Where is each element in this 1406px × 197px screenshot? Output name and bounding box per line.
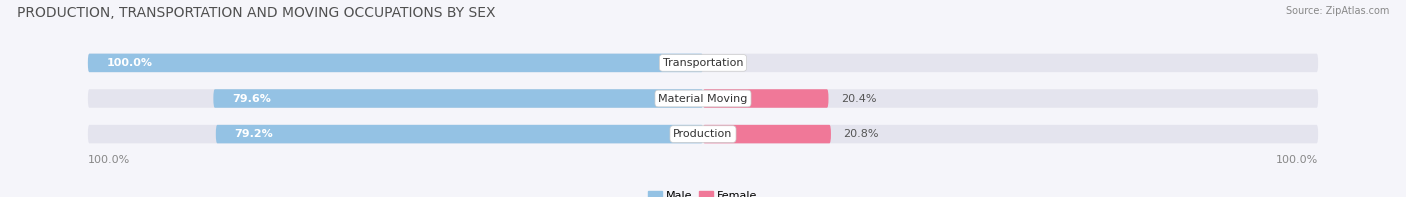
Text: 100.0%: 100.0% bbox=[1275, 155, 1319, 165]
Legend: Male, Female: Male, Female bbox=[644, 186, 762, 197]
Text: 20.8%: 20.8% bbox=[844, 129, 879, 139]
FancyBboxPatch shape bbox=[87, 54, 703, 72]
Text: Material Moving: Material Moving bbox=[658, 94, 748, 103]
Text: 0.0%: 0.0% bbox=[716, 58, 744, 68]
FancyBboxPatch shape bbox=[217, 125, 703, 143]
Text: Transportation: Transportation bbox=[662, 58, 744, 68]
Text: Source: ZipAtlas.com: Source: ZipAtlas.com bbox=[1285, 6, 1389, 16]
FancyBboxPatch shape bbox=[214, 89, 703, 108]
Text: PRODUCTION, TRANSPORTATION AND MOVING OCCUPATIONS BY SEX: PRODUCTION, TRANSPORTATION AND MOVING OC… bbox=[17, 6, 495, 20]
Text: 79.2%: 79.2% bbox=[235, 129, 273, 139]
Text: 20.4%: 20.4% bbox=[841, 94, 876, 103]
FancyBboxPatch shape bbox=[703, 125, 831, 143]
FancyBboxPatch shape bbox=[87, 54, 1319, 72]
Text: 100.0%: 100.0% bbox=[87, 155, 131, 165]
FancyBboxPatch shape bbox=[87, 125, 1319, 143]
Text: Production: Production bbox=[673, 129, 733, 139]
Text: 79.6%: 79.6% bbox=[232, 94, 271, 103]
Text: 100.0%: 100.0% bbox=[107, 58, 152, 68]
FancyBboxPatch shape bbox=[87, 89, 1319, 108]
FancyBboxPatch shape bbox=[703, 89, 828, 108]
